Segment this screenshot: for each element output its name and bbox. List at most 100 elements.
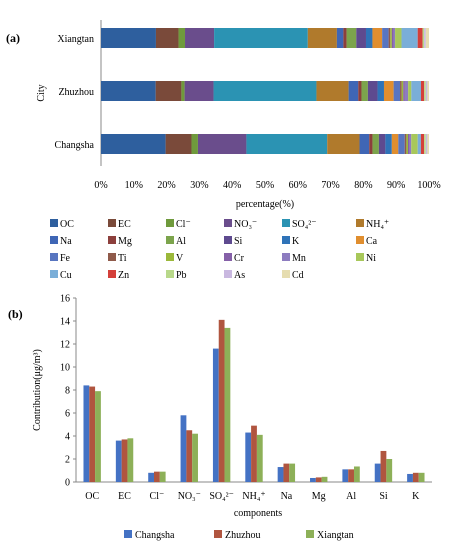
legend-swatch-4 bbox=[282, 219, 290, 227]
bar-segment-Changsha-5 bbox=[327, 134, 360, 154]
legend-label-3: NO₃⁻ bbox=[234, 219, 257, 230]
bar-Zhuzhou-0 bbox=[89, 386, 96, 482]
legend-label-6: Na bbox=[60, 236, 72, 247]
bar-segment-Zhuzhou-2 bbox=[181, 81, 185, 101]
bar-Zhuzhou-1 bbox=[121, 439, 128, 482]
legend-label-14: V bbox=[176, 253, 184, 264]
bar-segment-Xiangtan-16 bbox=[393, 28, 396, 48]
a-bars bbox=[101, 28, 429, 154]
legend-label-16: Mn bbox=[292, 253, 306, 264]
bar-segment-Changsha-19 bbox=[420, 134, 425, 154]
legend-swatch-8 bbox=[166, 236, 174, 244]
bar-segment-Zhuzhou-7 bbox=[358, 81, 362, 101]
x-tick-label: 20% bbox=[157, 180, 175, 191]
legend-swatch-18 bbox=[50, 270, 58, 278]
category-label: Si bbox=[379, 491, 388, 502]
y-tick-label: 2 bbox=[65, 455, 70, 466]
bar-segment-Zhuzhou-18 bbox=[411, 81, 421, 101]
bar-Zhuzhou-9 bbox=[380, 450, 387, 482]
bar-segment-Zhuzhou-11 bbox=[383, 81, 394, 101]
legend-swatch-Changsha bbox=[124, 530, 132, 538]
bar-segment-Changsha-8 bbox=[372, 134, 379, 154]
y-tick-label: 10 bbox=[60, 363, 70, 374]
bar-segment-Changsha-17 bbox=[411, 134, 418, 154]
bar-segment-Zhuzhou-13 bbox=[400, 81, 402, 101]
x-tick-label: 0% bbox=[94, 180, 107, 191]
legend-label-4: SO₄²⁻ bbox=[292, 219, 317, 230]
y-tick-label: 16 bbox=[60, 294, 70, 305]
bar-segment-Changsha-16 bbox=[409, 134, 412, 154]
bar-Xiangtan-4 bbox=[224, 327, 231, 482]
bar-Changsha-5 bbox=[245, 432, 252, 482]
bar-Changsha-3 bbox=[180, 415, 187, 482]
bar-segment-Zhuzhou-14 bbox=[401, 81, 404, 101]
legend-swatch-Zhuzhou bbox=[214, 530, 222, 538]
bar-segment-Zhuzhou-15 bbox=[403, 81, 405, 101]
legend-swatch-7 bbox=[108, 236, 116, 244]
panel-label-b: (b) bbox=[8, 307, 23, 321]
bar-segment-Changsha-0 bbox=[101, 134, 166, 154]
y-tick-label: 4 bbox=[65, 432, 70, 443]
bar-Changsha-6 bbox=[277, 467, 284, 482]
bar-segment-Changsha-11 bbox=[391, 134, 399, 154]
legend-label-17: Ni bbox=[366, 253, 376, 264]
bar-segment-Xiangtan-14 bbox=[390, 28, 392, 48]
legend-label-15: Cr bbox=[234, 253, 245, 264]
bar-segment-Changsha-15 bbox=[408, 134, 410, 154]
legend-label-22: Cd bbox=[292, 270, 304, 281]
legend-swatch-Xiangtan bbox=[306, 530, 314, 538]
bar-segment-Changsha-18 bbox=[417, 134, 421, 154]
bar-segment-Xiangtan-15 bbox=[391, 28, 394, 48]
bar-segment-Xiangtan-8 bbox=[346, 28, 357, 48]
legend-label-Xiangtan: Xiangtan bbox=[317, 530, 354, 541]
category-label: Al bbox=[346, 491, 356, 502]
bar-segment-Zhuzhou-21 bbox=[425, 81, 428, 101]
bar-segment-Changsha-6 bbox=[359, 134, 370, 154]
bar-segment-Changsha-12 bbox=[398, 134, 405, 154]
bar-Xiangtan-9 bbox=[386, 459, 393, 482]
x-tick-label: 100% bbox=[417, 180, 440, 191]
legend-swatch-14 bbox=[166, 253, 174, 261]
category-label: K bbox=[412, 491, 420, 502]
bar-segment-Zhuzhou-12 bbox=[393, 81, 401, 101]
a-x-tick-labels: 0% 10% 20% 30% 40% 50% 60% 70% 80% 90% 100% bbox=[94, 180, 440, 191]
legend-swatch-12 bbox=[50, 253, 58, 261]
legend-label-7: Mg bbox=[118, 236, 132, 247]
y-tick-label: 12 bbox=[60, 340, 70, 351]
legend-swatch-0 bbox=[50, 219, 58, 227]
bar-Xiangtan-5 bbox=[256, 434, 263, 482]
bar-segment-Zhuzhou-19 bbox=[420, 81, 425, 101]
bar-segment-Xiangtan-10 bbox=[365, 28, 373, 48]
bar-segment-Changsha-20 bbox=[424, 134, 426, 154]
y-tick-label: 14 bbox=[60, 317, 70, 328]
grouped-bar-chart-b: (b) Contribution(μg/m³) components 0 2 4 6 8… bbox=[8, 294, 432, 541]
bar-segment-Zhuzhou-4 bbox=[213, 81, 317, 101]
bar-segment-Changsha-1 bbox=[165, 134, 192, 154]
axis-a-y-title: City bbox=[36, 84, 47, 101]
bar-segment-Xiangtan-4 bbox=[214, 28, 308, 48]
legend-swatch-3 bbox=[224, 219, 232, 227]
a-legend: OC EC Cl⁻ NO₃⁻ SO₄²⁻ NH₄⁺ Na Mg Al Si K Ca Fe Ti V Cr Mn… bbox=[50, 219, 389, 281]
bar-segment-Xiangtan-9 bbox=[356, 28, 366, 48]
category-label-Xiangtan: Xiangtan bbox=[57, 34, 94, 45]
bar-segment-Zhuzhou-0 bbox=[101, 81, 156, 101]
bar-Xiangtan-1 bbox=[127, 438, 134, 482]
x-tick-label: 60% bbox=[289, 180, 307, 191]
legend-label-12: Fe bbox=[60, 253, 71, 264]
x-tick-label: 10% bbox=[125, 180, 143, 191]
legend-swatch-22 bbox=[282, 270, 290, 278]
bar-segment-Changsha-3 bbox=[197, 134, 247, 154]
category-label: Mg bbox=[312, 491, 326, 502]
bar-Zhuzhou-6 bbox=[283, 463, 290, 482]
panel-label-a: (a) bbox=[6, 31, 20, 45]
bar-Xiangtan-2 bbox=[159, 471, 166, 482]
y-tick-label: 8 bbox=[65, 386, 70, 397]
bar-segment-Zhuzhou-3 bbox=[184, 81, 214, 101]
bar-Xiangtan-10 bbox=[418, 472, 425, 482]
x-tick-label: 50% bbox=[256, 180, 274, 191]
bar-segment-Xiangtan-12 bbox=[382, 28, 389, 48]
legend-swatch-6 bbox=[50, 236, 58, 244]
legend-label-9: Si bbox=[234, 236, 243, 247]
bar-segment-Zhuzhou-22 bbox=[427, 81, 429, 101]
